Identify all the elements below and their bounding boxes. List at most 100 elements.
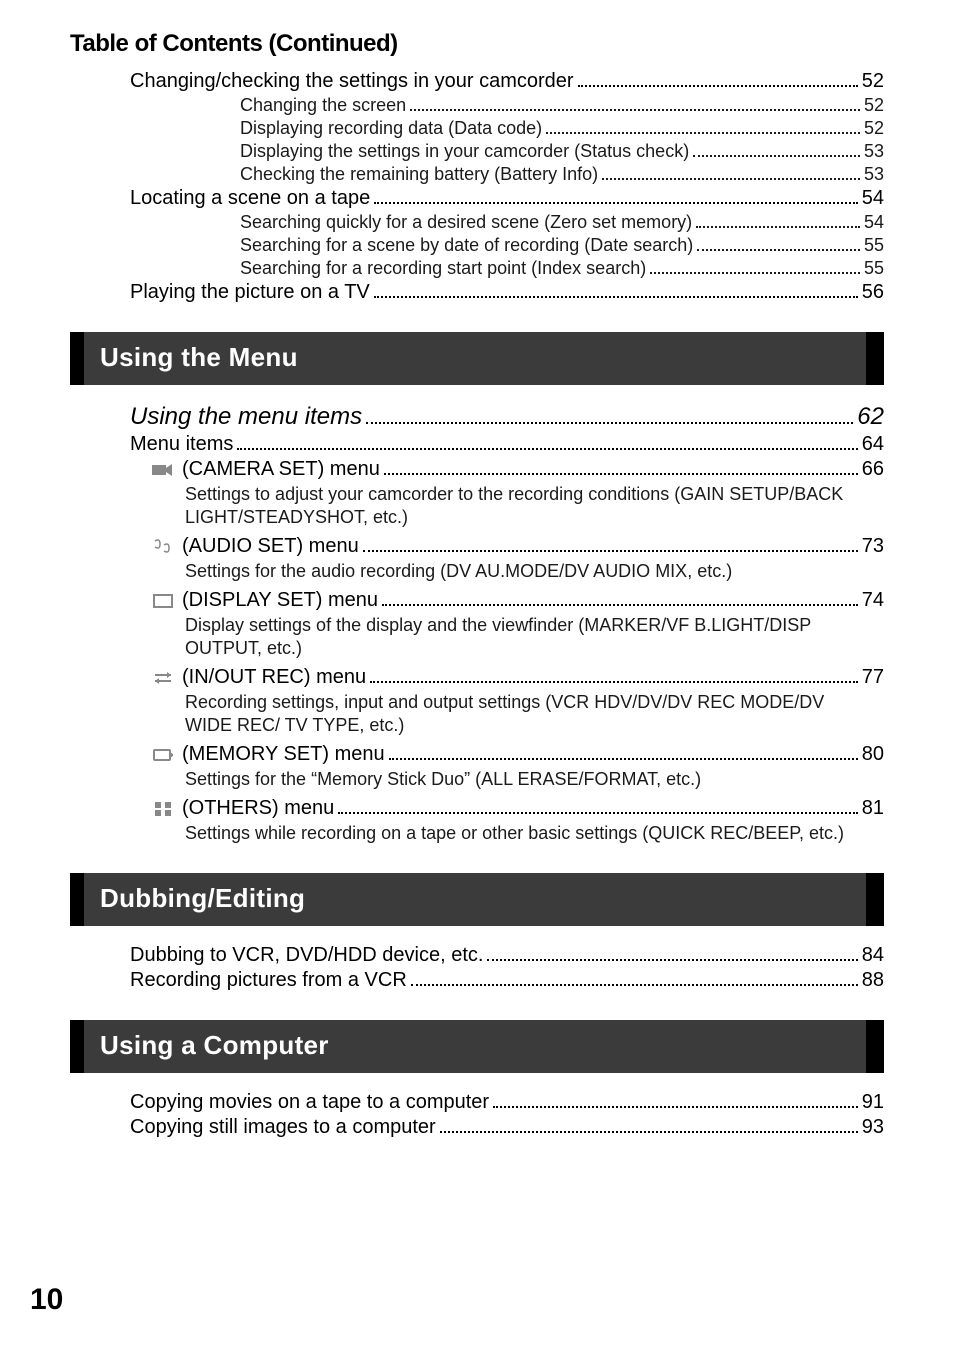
toc-entry[interactable]: Playing the picture on a TV 56 <box>130 281 884 304</box>
toc-label: (IN/OUT REC) menu <box>182 666 366 689</box>
toc-label: Displaying recording data (Data code) <box>240 118 542 139</box>
toc-dots <box>411 984 858 986</box>
toc-menu-entry[interactable]: (MEMORY SET) menu 80 <box>150 743 884 766</box>
toc-dots <box>363 550 858 552</box>
toc-dots <box>382 604 858 606</box>
toc-label: Dubbing to VCR, DVD/HDD device, etc. <box>130 944 483 967</box>
toc-dots <box>384 473 858 475</box>
toc-subentry[interactable]: Searching quickly for a desired scene (Z… <box>240 212 884 233</box>
toc-entry[interactable]: Copying still images to a computer 93 <box>130 1116 884 1139</box>
toc-menu-entry[interactable]: (IN/OUT REC) menu 77 <box>150 666 884 689</box>
display-set-icon <box>150 589 176 612</box>
toc-page: 81 <box>862 797 884 820</box>
toc-entry[interactable]: Dubbing to VCR, DVD/HDD device, etc. 84 <box>130 944 884 967</box>
toc-label: Playing the picture on a TV <box>130 281 370 304</box>
toc-page: 52 <box>864 118 884 139</box>
section-title: Dubbing/Editing <box>84 873 884 926</box>
toc-menu-desc: Display settings of the display and the … <box>185 614 884 660</box>
toc-dots <box>374 202 858 204</box>
toc-dots <box>546 132 860 134</box>
toc-entry[interactable]: Using the menu items 62 <box>130 403 884 431</box>
toc-dots <box>410 109 860 111</box>
toc-page: 55 <box>864 258 884 279</box>
toc-dots <box>697 249 860 251</box>
section-accent <box>70 332 84 385</box>
toc-label: (OTHERS) menu <box>182 797 334 820</box>
toc-menu-desc: Settings for the “Memory Stick Duo” (ALL… <box>185 768 884 791</box>
toc-subentry[interactable]: Displaying the settings in your camcorde… <box>240 141 884 162</box>
toc-dots <box>440 1131 858 1133</box>
camera-set-icon <box>150 458 176 481</box>
toc-page: 66 <box>862 458 884 481</box>
in-out-rec-icon <box>150 666 176 689</box>
toc-page: 53 <box>864 141 884 162</box>
toc-page: 73 <box>862 535 884 558</box>
toc-label: (MEMORY SET) menu <box>182 743 385 766</box>
toc-label: Changing the screen <box>240 95 406 116</box>
toc-page: 91 <box>862 1091 884 1114</box>
toc-label: (DISPLAY SET) menu <box>182 589 378 612</box>
toc-entry[interactable]: Changing/checking the settings in your c… <box>130 70 884 93</box>
memory-set-icon <box>150 743 176 766</box>
toc-page: 84 <box>862 944 884 967</box>
toc-label: Searching quickly for a desired scene (Z… <box>240 212 692 233</box>
toc-desc-text: Settings for the “Memory Stick Duo” (ALL… <box>185 768 701 791</box>
toc-subentry[interactable]: Searching for a recording start point (I… <box>240 258 884 279</box>
toc-desc-text: Display settings of the display and the … <box>185 614 865 660</box>
toc-entry[interactable]: Locating a scene on a tape 54 <box>130 187 884 210</box>
toc-menu-entry[interactable]: (OTHERS) menu 81 <box>150 797 884 820</box>
toc-desc-text: Settings to adjust your camcorder to the… <box>185 483 865 529</box>
toc-menu-entry[interactable]: (AUDIO SET) menu 73 <box>150 535 884 558</box>
toc-menu-entry[interactable]: (DISPLAY SET) menu 74 <box>150 589 884 612</box>
toc-menu-desc: Settings to adjust your camcorder to the… <box>185 483 884 529</box>
section-title: Using the Menu <box>84 332 884 385</box>
toc-desc-text: Recording settings, input and output set… <box>185 691 865 737</box>
toc-label: Using the menu items <box>130 403 362 431</box>
section-accent <box>70 1020 84 1073</box>
toc-label: Searching for a scene by date of recordi… <box>240 235 693 256</box>
toc-page: 56 <box>862 281 884 304</box>
toc-entry[interactable]: Recording pictures from a VCR 88 <box>130 969 884 992</box>
toc-dots <box>338 812 858 814</box>
toc-label: Menu items <box>130 433 233 456</box>
audio-set-icon <box>150 535 176 558</box>
toc-subentry[interactable]: Displaying recording data (Data code) 52 <box>240 118 884 139</box>
toc-desc-text: Settings while recording on a tape or ot… <box>185 822 844 845</box>
toc-subentry[interactable]: Changing the screen 52 <box>240 95 884 116</box>
section-header-computer: Using a Computer <box>70 1020 884 1073</box>
toc-label: Copying movies on a tape to a computer <box>130 1091 489 1114</box>
toc-page: 93 <box>862 1116 884 1139</box>
toc-menu-desc: Settings while recording on a tape or ot… <box>185 822 884 845</box>
toc-entry[interactable]: Menu items 64 <box>130 433 884 456</box>
toc-page: 52 <box>864 95 884 116</box>
toc-dots <box>374 296 858 298</box>
toc-dots <box>650 272 860 274</box>
toc-dots <box>493 1106 858 1108</box>
toc-dots <box>370 681 858 683</box>
toc-page: 52 <box>862 70 884 93</box>
toc-page: 64 <box>862 433 884 456</box>
toc-desc-text: Settings for the audio recording (DV AU.… <box>185 560 732 583</box>
others-icon <box>150 797 176 820</box>
toc-label: (CAMERA SET) menu <box>182 458 380 481</box>
toc-label: (AUDIO SET) menu <box>182 535 359 558</box>
toc-dots <box>237 448 857 450</box>
toc-page: 55 <box>864 235 884 256</box>
toc-page: 54 <box>862 187 884 210</box>
toc-menu-entry[interactable]: (CAMERA SET) menu 66 <box>150 458 884 481</box>
toc-label: Locating a scene on a tape <box>130 187 370 210</box>
toc-entry[interactable]: Copying movies on a tape to a computer 9… <box>130 1091 884 1114</box>
toc-dots <box>696 226 860 228</box>
toc-dots <box>602 178 860 180</box>
toc-page: 88 <box>862 969 884 992</box>
toc-subentry[interactable]: Checking the remaining battery (Battery … <box>240 164 884 185</box>
toc-label: Copying still images to a computer <box>130 1116 436 1139</box>
toc-subentry[interactable]: Searching for a scene by date of recordi… <box>240 235 884 256</box>
page-number: 10 <box>30 1283 63 1317</box>
toc-label: Searching for a recording start point (I… <box>240 258 646 279</box>
toc-page: 62 <box>857 403 884 431</box>
toc-label: Checking the remaining battery (Battery … <box>240 164 598 185</box>
toc-menu-desc: Recording settings, input and output set… <box>185 691 884 737</box>
toc-label: Changing/checking the settings in your c… <box>130 70 574 93</box>
toc-page: 77 <box>862 666 884 689</box>
